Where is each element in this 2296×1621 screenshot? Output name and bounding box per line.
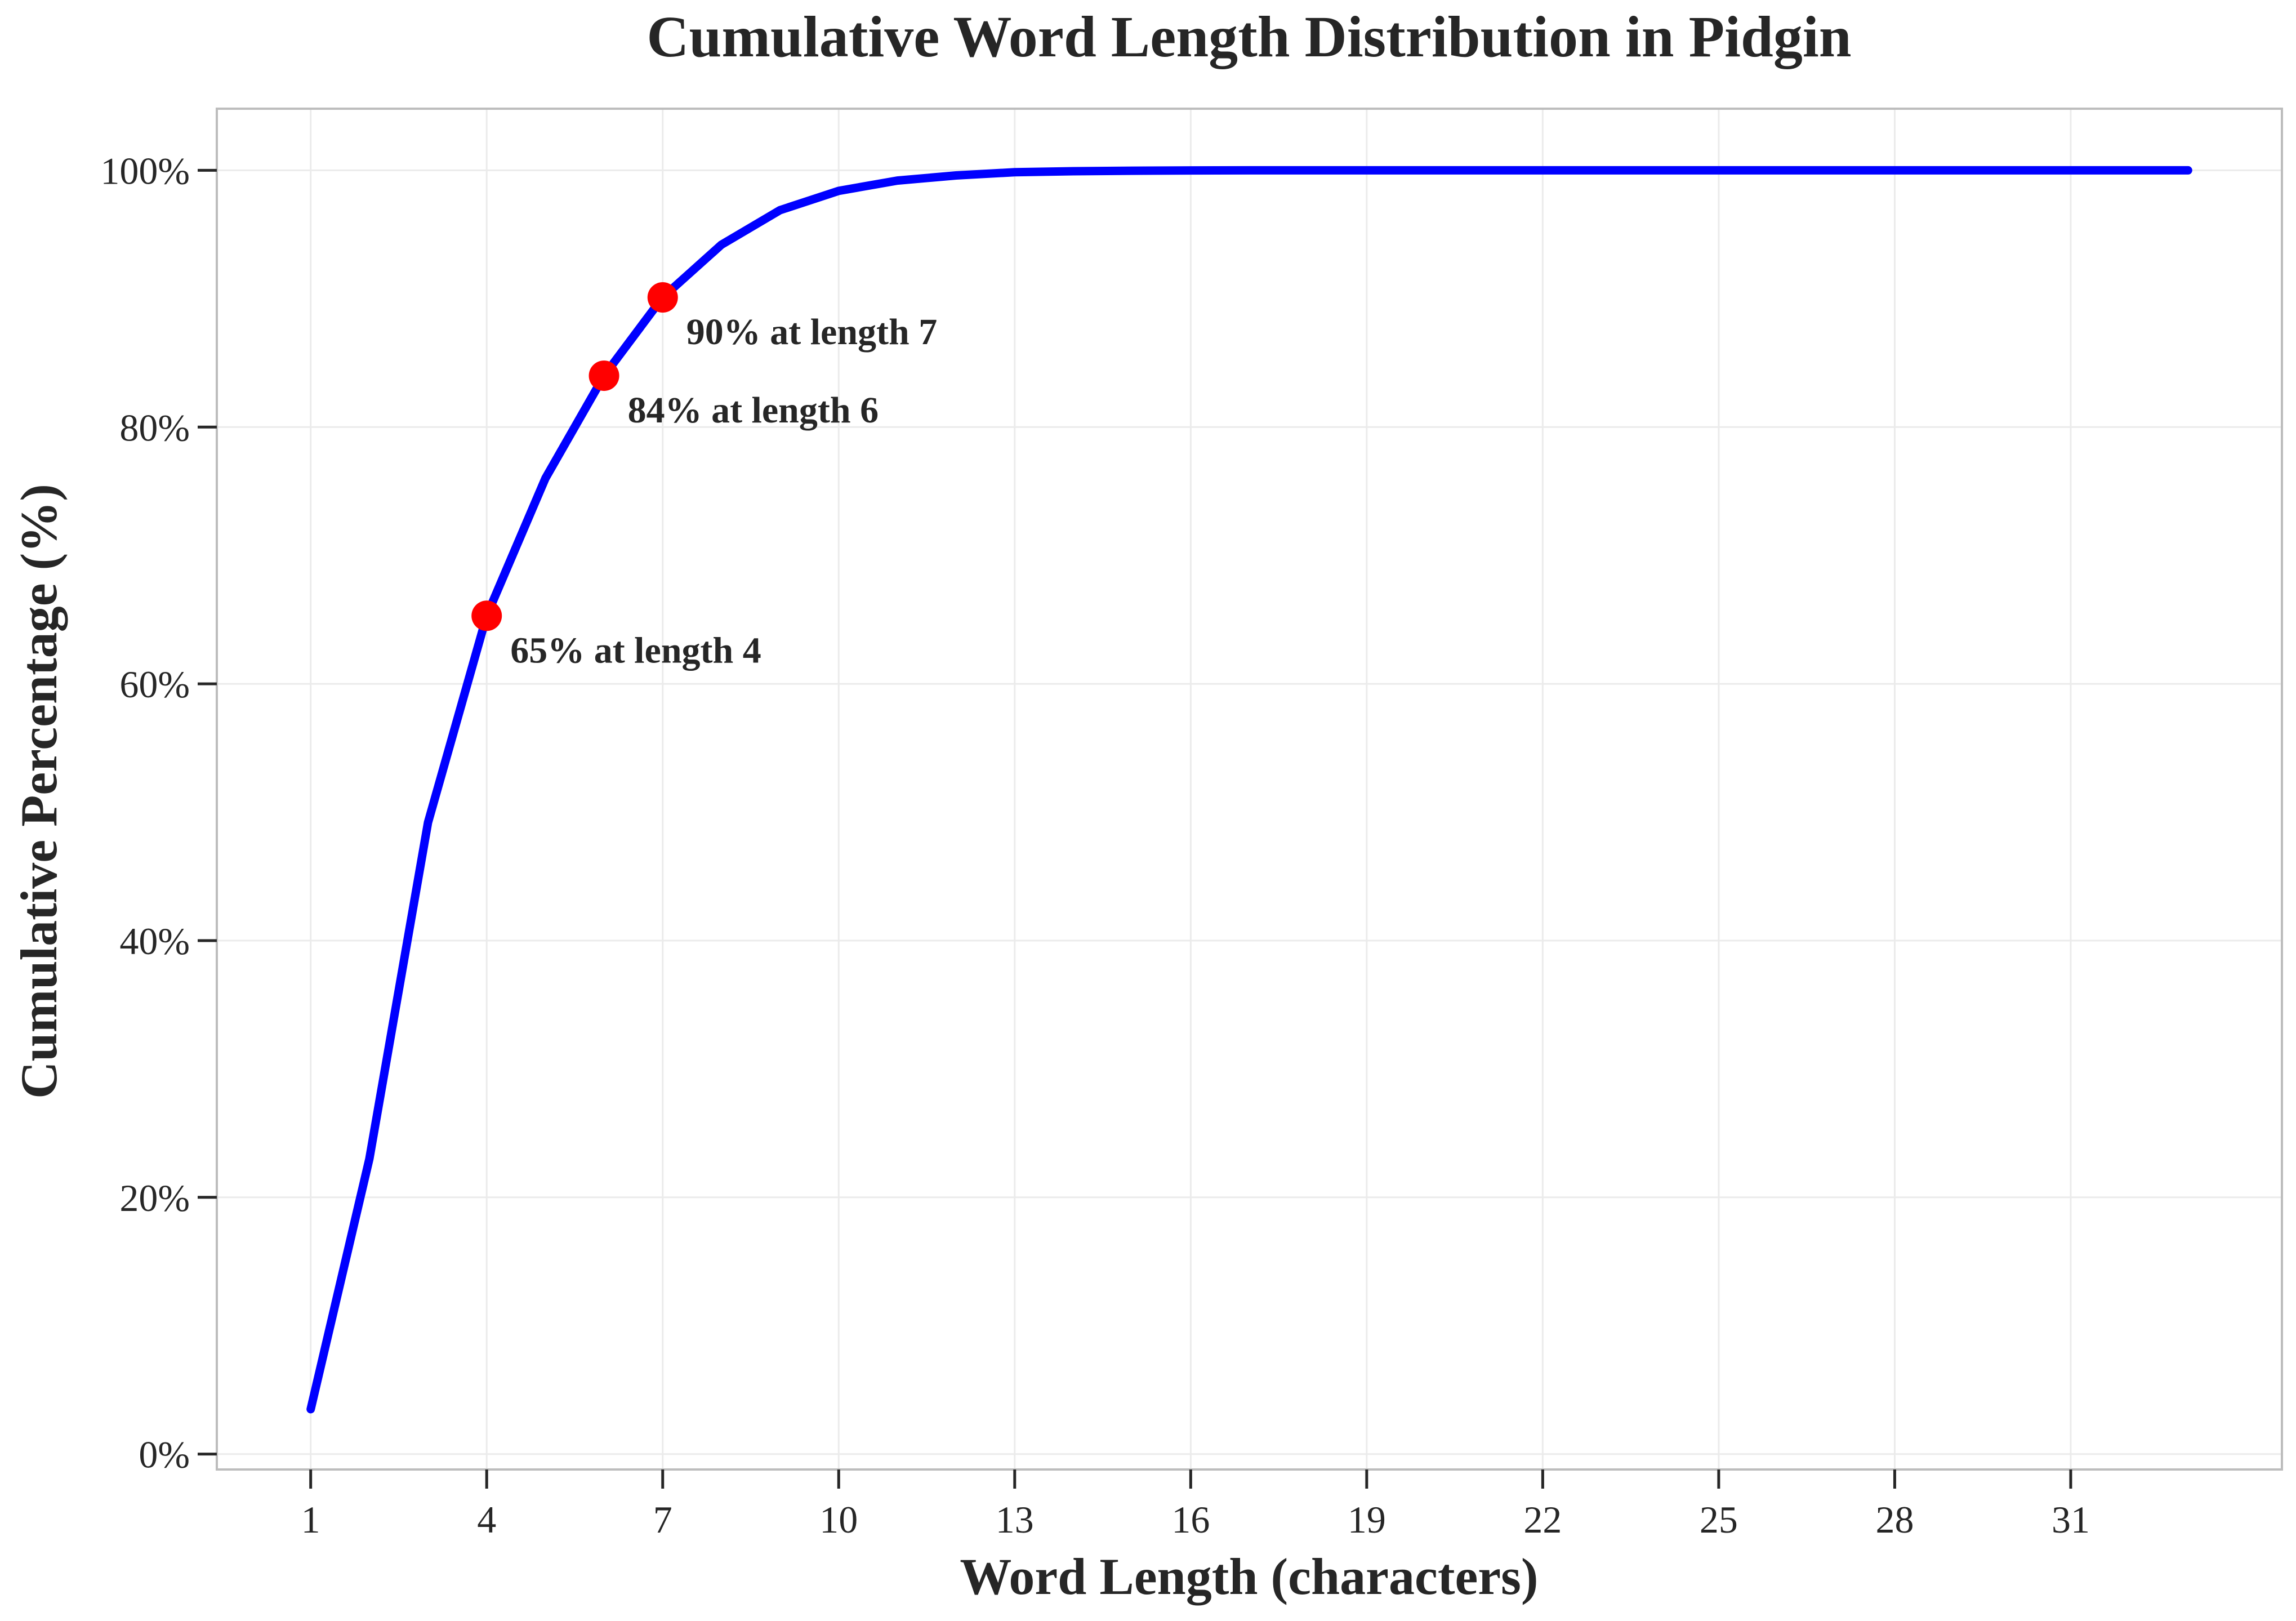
y-tick-label: 60%: [119, 663, 190, 706]
highlight-annotation: 84% at length 6: [628, 390, 879, 431]
x-tick-label: 22: [1523, 1498, 1562, 1541]
x-tick-label: 28: [1875, 1498, 1914, 1541]
x-tick-label: 16: [1171, 1498, 1210, 1541]
y-tick-label: 0%: [139, 1433, 190, 1476]
y-tick-label: 80%: [119, 406, 190, 449]
y-tick-label: 20%: [119, 1177, 190, 1219]
highlight-annotation: 65% at length 4: [510, 630, 761, 671]
y-tick-label: 100%: [100, 149, 190, 192]
x-tick-label: 7: [653, 1498, 672, 1541]
grid-lines: [217, 109, 2282, 1469]
plot-frame: [216, 108, 2283, 1471]
highlight-annotation: 90% at length 7: [686, 311, 938, 353]
x-tick-label: 19: [1348, 1498, 1386, 1541]
x-tick-label: 4: [477, 1498, 496, 1541]
x-tick-label: 1: [301, 1498, 320, 1541]
x-tick-label: 13: [996, 1498, 1034, 1541]
cumulative-line: [306, 166, 2192, 1414]
y-axis-label: Cumulative Percentage (%): [10, 484, 68, 1099]
highlight-marker: [471, 600, 502, 631]
highlight-marker: [647, 282, 678, 313]
x-tick-label: 31: [2052, 1498, 2090, 1541]
chart-title: Cumulative Word Length Distribution in P…: [647, 5, 1851, 69]
axis-ticks: 1 4 7 10 13 16 19 22 25 28 31 0% 20% 40% 60% 80% 100%: [100, 149, 2090, 1541]
highlight-marker: [589, 360, 619, 391]
highlight-layer: 65% at length 4 84% at length 6 90% at len…: [471, 282, 937, 671]
x-tick-label: 10: [819, 1498, 858, 1541]
x-tick-label: 25: [1700, 1498, 1738, 1541]
y-tick-label: 40%: [119, 920, 190, 963]
series-layer: [306, 166, 2192, 1414]
x-axis-label: Word Length (characters): [960, 1548, 1538, 1605]
